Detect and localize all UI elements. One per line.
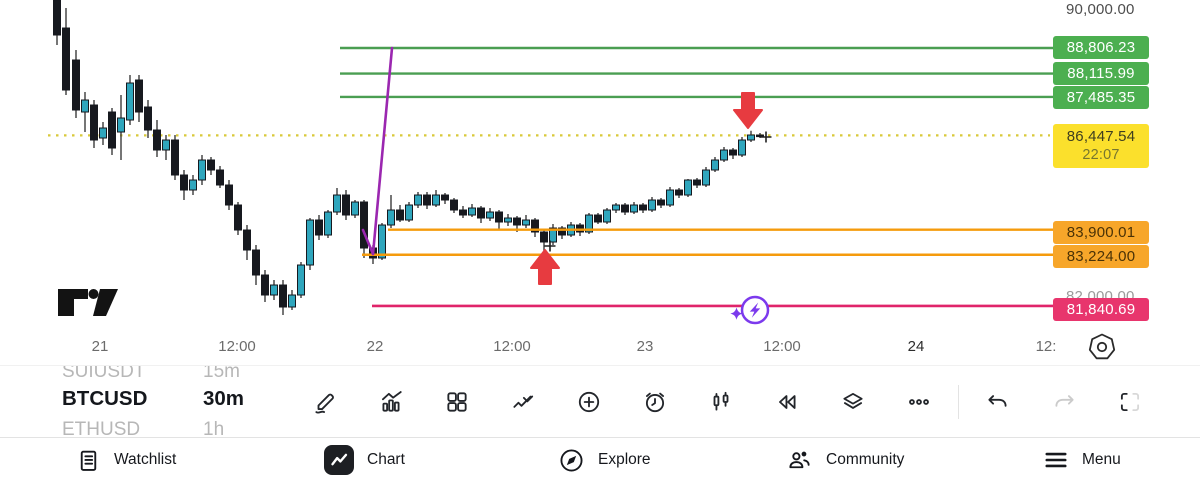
alert-clock-icon[interactable] bbox=[622, 380, 688, 424]
level-label-orange-1[interactable]: 83,900.01 bbox=[1053, 221, 1149, 244]
time-axis-tick: 12:00 bbox=[493, 338, 531, 355]
explore-compass-icon bbox=[560, 448, 583, 472]
symbol-name: ETHUSD bbox=[62, 418, 141, 438]
level-label-green-3[interactable]: 87,485.35 bbox=[1053, 86, 1149, 109]
candles-style-icon[interactable] bbox=[688, 380, 754, 424]
watchlist-row-siusdt[interactable]: SUIUSDT 15m bbox=[62, 366, 262, 385]
patterns-icon[interactable] bbox=[490, 380, 556, 424]
time-axis-tick: 21 bbox=[91, 338, 109, 355]
nav-item-menu[interactable]: Menu bbox=[1043, 438, 1121, 482]
price-chart-canvas[interactable] bbox=[0, 0, 1200, 365]
menu-hamburger-icon bbox=[1045, 452, 1067, 468]
nav-label: Watchlist bbox=[114, 451, 177, 468]
watchlist-list-icon bbox=[80, 450, 97, 471]
symbol-interval: 30m bbox=[203, 386, 245, 410]
history-tools bbox=[965, 380, 1163, 424]
chart-toolbar-row: SUIUSDT 15m BTCUSD 30m ETHUSD 1h bbox=[0, 365, 1200, 438]
replay-rewind-icon[interactable] bbox=[754, 380, 820, 424]
chart-settings-gear-icon[interactable] bbox=[1087, 332, 1117, 362]
time-axis-tick: 12: bbox=[1035, 338, 1057, 355]
nav-item-community[interactable]: Community bbox=[786, 438, 904, 482]
toolbar-divider bbox=[958, 384, 959, 419]
time-axis-tick: 12:00 bbox=[763, 338, 801, 355]
symbol-name: SUIUSDT bbox=[62, 365, 146, 382]
chart-zigzag-icon bbox=[324, 445, 354, 475]
nav-item-chart[interactable]: Chart bbox=[324, 438, 405, 482]
undo-icon[interactable] bbox=[965, 380, 1031, 424]
time-axis-tick: 22 bbox=[366, 338, 384, 355]
time-axis-tick: 12:00 bbox=[218, 338, 256, 355]
community-people-icon bbox=[789, 451, 810, 468]
draw-icon[interactable] bbox=[292, 380, 358, 424]
nav-label: Menu bbox=[1082, 451, 1121, 468]
nav-label: Chart bbox=[367, 451, 405, 468]
layers-icon[interactable] bbox=[820, 380, 886, 424]
current-price-value: 86,447.54 bbox=[1066, 127, 1136, 145]
chart-area: 90,000.00 82,000.00 88,806.23 88,115.99 … bbox=[0, 0, 1200, 365]
price-axis-label: 90,000.00 bbox=[1066, 1, 1135, 18]
layouts-grid-icon[interactable] bbox=[424, 380, 490, 424]
nav-item-watchlist[interactable]: Watchlist bbox=[76, 438, 176, 482]
countdown-timer: 22:07 bbox=[1082, 147, 1120, 164]
time-axis-tick: 24 bbox=[907, 338, 925, 355]
fullscreen-icon[interactable] bbox=[1097, 380, 1163, 424]
nav-label: Explore bbox=[598, 451, 651, 468]
watchlist-row-btcusd[interactable]: BTCUSD 30m bbox=[62, 387, 262, 411]
symbol-interval: 15m bbox=[203, 365, 240, 382]
time-axis-tick: 23 bbox=[636, 338, 654, 355]
watchlist-preview: SUIUSDT 15m BTCUSD 30m ETHUSD 1h bbox=[0, 366, 292, 438]
bottom-navigation: Watchlist Chart Explore bbox=[0, 437, 1200, 482]
redo-icon[interactable] bbox=[1031, 380, 1097, 424]
level-label-pink[interactable]: 81,840.69 bbox=[1053, 298, 1149, 321]
tradingview-logo bbox=[58, 289, 118, 316]
watchlist-row-ethusd[interactable]: ETHUSD 1h bbox=[62, 419, 262, 438]
current-price-label[interactable]: 86,447.54 22:07 bbox=[1053, 124, 1149, 168]
more-dots-icon[interactable] bbox=[886, 380, 952, 424]
indicators-icon[interactable] bbox=[358, 380, 424, 424]
nav-label: Community bbox=[826, 451, 905, 468]
symbol-interval: 1h bbox=[203, 418, 225, 438]
add-circle-icon[interactable] bbox=[556, 380, 622, 424]
level-label-orange-2[interactable]: 83,224.00 bbox=[1053, 245, 1149, 268]
level-label-green-2[interactable]: 88,115.99 bbox=[1053, 62, 1149, 85]
level-label-green-1[interactable]: 88,806.23 bbox=[1053, 36, 1149, 59]
nav-item-explore[interactable]: Explore bbox=[558, 438, 651, 482]
chart-tools bbox=[292, 380, 952, 424]
symbol-name: BTCUSD bbox=[62, 386, 148, 410]
